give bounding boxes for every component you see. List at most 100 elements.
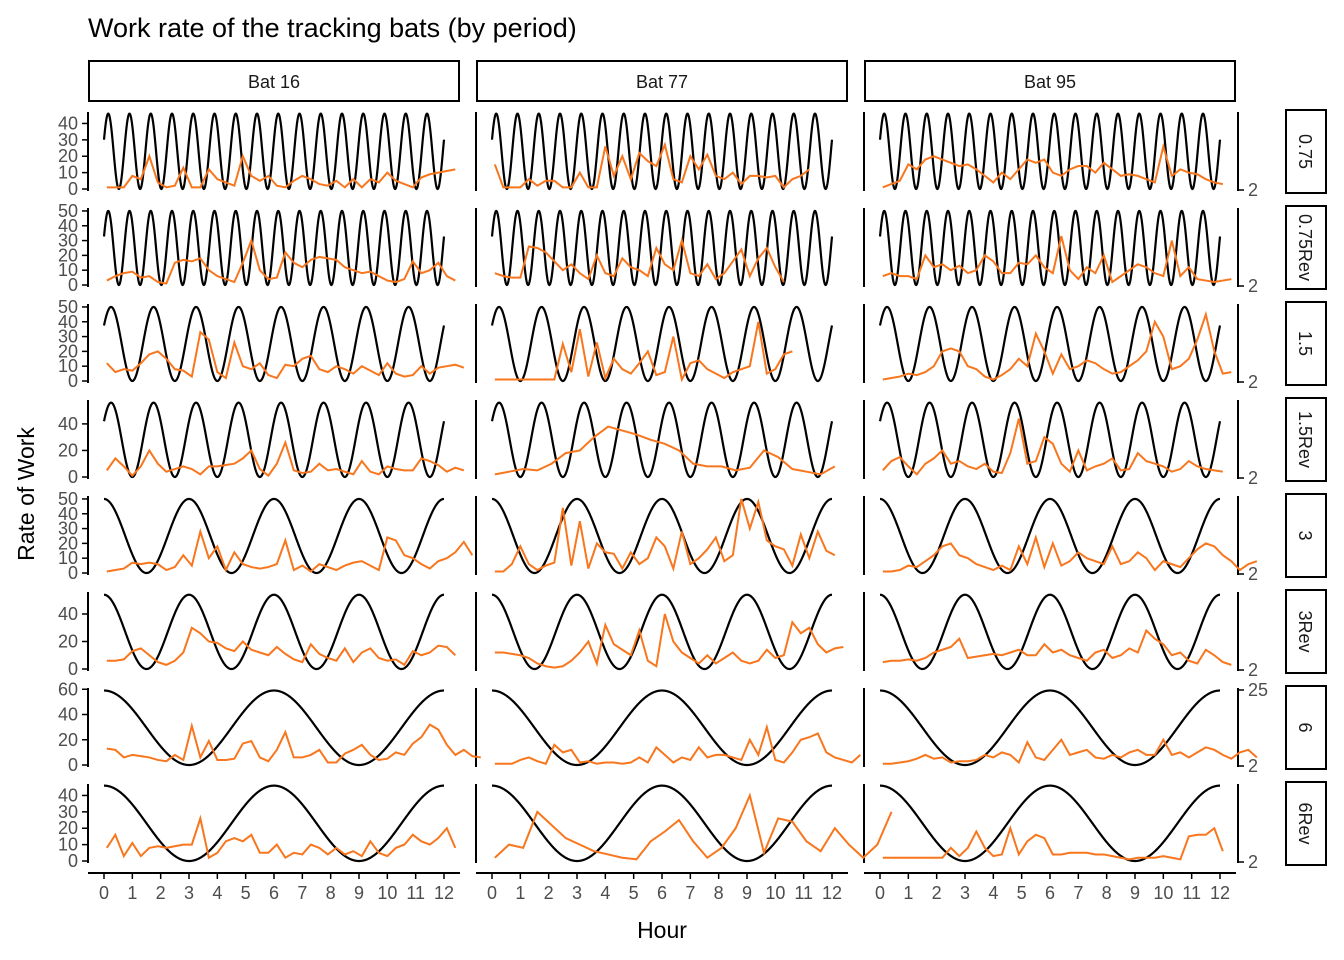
x-tick-label: 10 (1153, 883, 1173, 903)
model-curve (490, 209, 834, 287)
x-tick-label: 10 (765, 883, 785, 903)
y-tick-label: 40 (58, 113, 78, 133)
model-curve (879, 497, 1221, 575)
y-tick-label: 20 (58, 341, 78, 361)
observed-line (106, 330, 465, 380)
y-tick-label: 20 (58, 818, 78, 838)
facet-strip-row (1285, 781, 1327, 866)
facet-strip-row (1285, 685, 1327, 770)
observed-line (882, 310, 1232, 381)
y-tick-label: 20 (58, 632, 78, 652)
model-curve (104, 784, 444, 863)
x-tick-label: 3 (960, 883, 970, 903)
observed-line (494, 321, 793, 383)
x-tick-label: 4 (212, 883, 222, 903)
y-tick-label: 0 (68, 659, 78, 679)
y-tick-label: 0 (68, 755, 78, 775)
observed-line (882, 418, 1223, 476)
y-tick-label: 20 (58, 245, 78, 265)
y-tick-label: 50 (58, 297, 78, 317)
y-tick-label: 40 (58, 604, 78, 624)
observed-line (106, 153, 456, 189)
observed-line (882, 824, 1224, 861)
facet-strip-row-label: 1.5Rev (1295, 411, 1315, 468)
y-tick-label: 50 (58, 489, 78, 509)
x-tick-label: 1 (127, 883, 137, 903)
chart-title: Work rate of the tracking bats (by perio… (88, 13, 577, 43)
observed-line (106, 237, 456, 285)
x-tick-label: 11 (794, 883, 813, 903)
model-curve (879, 689, 1221, 767)
y-tick-label: 0 (68, 851, 78, 871)
observed-line (882, 737, 1258, 765)
observed-line (106, 721, 481, 764)
model-curve (878, 209, 1222, 287)
model-curve (879, 593, 1221, 671)
y-tick-label: 60 (58, 679, 78, 699)
y-tick-label: 50 (58, 201, 78, 221)
model-curve (491, 497, 833, 575)
facet-strip-row (1285, 589, 1327, 674)
y-tick-label: 30 (58, 130, 78, 150)
y-tick-label: 0 (68, 179, 78, 199)
x-tick-label: 6 (1045, 883, 1055, 903)
y-tick-label: 40 (58, 414, 78, 434)
observed-line (494, 498, 836, 573)
observed-line (106, 626, 457, 667)
x-tick-label: 7 (297, 883, 307, 903)
facet-strip-row (1285, 493, 1327, 578)
x-tick-label: 5 (241, 883, 251, 903)
facet-strip-row-label: 6Rev (1295, 802, 1315, 844)
y-tick-label: 10 (58, 548, 78, 568)
facet-strip-row-label: 3Rev (1295, 610, 1315, 652)
secondary-tick-label: 2 (1248, 564, 1258, 584)
y-tick-label: 20 (58, 440, 78, 460)
y-tick-label: 40 (58, 312, 78, 332)
model-curve (490, 305, 834, 383)
x-tick-label: 8 (326, 883, 336, 903)
secondary-tick-label: 2 (1248, 468, 1258, 488)
y-tick-label: 40 (58, 216, 78, 236)
y-tick-label: 0 (68, 371, 78, 391)
x-tick-label: 12 (822, 883, 842, 903)
model-curve (490, 112, 834, 191)
x-tick-label: 11 (1182, 883, 1201, 903)
facet-strip-column (476, 60, 848, 102)
observed-line (106, 439, 465, 478)
model-curve (102, 112, 446, 191)
x-tick-label: 11 (406, 883, 425, 903)
x-tick-label: 9 (742, 883, 752, 903)
x-tick-label: 0 (487, 883, 497, 903)
x-tick-label: 7 (685, 883, 695, 903)
facet-strip-column (88, 60, 460, 102)
x-tick-label: 2 (156, 883, 166, 903)
x-tick-label: 9 (354, 883, 364, 903)
model-curve (103, 689, 445, 767)
facet-strip-row (1285, 397, 1327, 482)
secondary-tick-label: 2 (1248, 756, 1258, 776)
x-tick-label: 1 (903, 883, 913, 903)
facet-strip-row-label: 1.5 (1295, 331, 1315, 356)
model-curve (492, 784, 832, 863)
model-curve (878, 401, 1222, 479)
y-tick-label: 10 (58, 356, 78, 376)
y-tick-label: 30 (58, 519, 78, 539)
x-axis-label: Hour (637, 917, 687, 943)
observed-line (494, 236, 785, 283)
x-tick-label: 0 (99, 883, 109, 903)
secondary-tick-label: 2 (1248, 852, 1258, 872)
secondary-tick-label: 2 (1248, 372, 1258, 392)
x-tick-label: 4 (600, 883, 610, 903)
observed-line (494, 425, 836, 476)
x-tick-label: 0 (875, 883, 885, 903)
facet-strip-row-label: 3 (1295, 530, 1315, 540)
facet-strip-row-label: 6 (1295, 722, 1315, 732)
observed-line (494, 613, 844, 669)
y-tick-label: 30 (58, 802, 78, 822)
x-tick-label: 12 (434, 883, 454, 903)
model-curve (491, 593, 833, 671)
x-tick-label: 6 (657, 883, 667, 903)
x-tick-label: 2 (544, 883, 554, 903)
model-curve (103, 593, 445, 671)
